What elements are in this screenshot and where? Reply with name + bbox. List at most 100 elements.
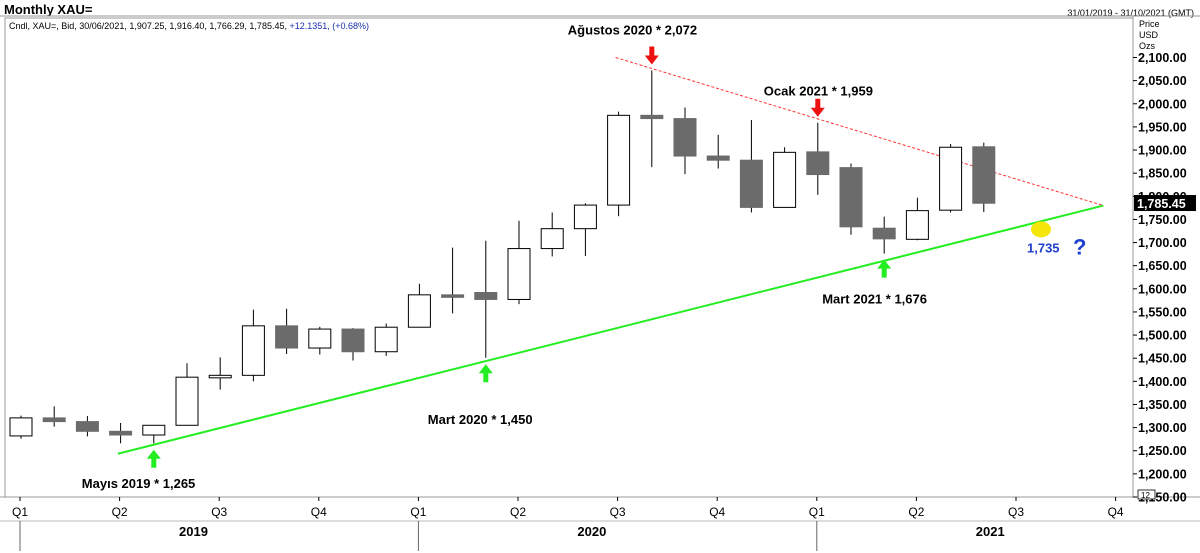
annotation: Mayıs 2019 * 1,265 — [82, 449, 195, 491]
x-tick-label: Q4 — [311, 505, 327, 519]
annotation-label: Ocak 2021 * 1,959 — [764, 84, 873, 99]
candle-body — [275, 325, 299, 349]
candle-body — [42, 417, 66, 423]
annotation-label: Mayıs 2019 * 1,265 — [82, 476, 195, 491]
year-label: 2020 — [577, 524, 606, 539]
candle-body — [142, 424, 166, 436]
candle-body — [507, 248, 531, 300]
candle — [739, 119, 763, 213]
plot-border — [4, 17, 1134, 498]
candle-body — [175, 376, 199, 426]
arrow-down-icon — [810, 98, 825, 117]
support-trendline — [117, 204, 1104, 455]
change-info: +12.1351, (+0.68%) — [289, 21, 370, 31]
candle — [905, 197, 929, 241]
axis-units: Price USD Ozs — [1139, 19, 1160, 52]
projection-label: 1,735 — [1027, 240, 1060, 255]
candle-body — [972, 146, 996, 204]
candle — [341, 328, 365, 361]
x-tick-label: Q4 — [1108, 505, 1124, 519]
candle-body — [706, 155, 730, 161]
candle — [441, 247, 465, 314]
candle — [474, 240, 498, 358]
candle — [773, 147, 797, 208]
y-tick-label: 1,300.00 — [1138, 421, 1187, 435]
year-label: 2019 — [179, 524, 208, 539]
candle-body — [474, 292, 498, 300]
chart-title: Monthly XAU= — [4, 2, 93, 17]
candle — [407, 283, 431, 328]
candle-body — [9, 417, 33, 437]
x-tick-label: Q3 — [610, 505, 626, 519]
candle — [374, 323, 398, 356]
candle — [607, 111, 631, 217]
candle — [706, 134, 730, 169]
unit-currency: USD — [1139, 30, 1159, 40]
last-price-label: 1,785.45 — [1137, 197, 1186, 211]
candle — [241, 309, 265, 382]
candle-body — [341, 328, 365, 353]
y-tick-label: 1,400.00 — [1138, 375, 1187, 389]
candle-body — [75, 421, 99, 432]
candle-body — [773, 151, 797, 208]
candle-body — [241, 325, 265, 376]
candle — [573, 203, 597, 256]
x-tick-label: Q2 — [510, 505, 526, 519]
x-tick-label: Q3 — [211, 505, 227, 519]
candle-body — [374, 326, 398, 353]
date-range: 31/01/2019 - 31/10/2021 (GMT) — [1067, 8, 1194, 18]
candle-body — [905, 210, 929, 240]
y-tick-label: 1,350.00 — [1138, 398, 1187, 412]
candle — [9, 415, 33, 439]
annotation: Mart 2021 * 1,676 — [822, 259, 927, 307]
x-tick-label: Q3 — [1008, 505, 1024, 519]
x-tick-label: Q4 — [709, 505, 725, 519]
candle-body — [739, 159, 763, 208]
scale-box — [1137, 489, 1156, 500]
y-tick-label: 1,850.00 — [1138, 167, 1187, 181]
ohlc-info: Cndl, XAU=, Bid, 30/06/2021, 1,907.25, 1… — [9, 21, 287, 31]
y-tick-label: 1,550.00 — [1138, 305, 1187, 319]
unit-weight: Ozs — [1139, 41, 1156, 51]
candle — [42, 406, 66, 427]
arrow-up-icon — [478, 364, 493, 383]
x-tick-label: Q2 — [908, 505, 924, 519]
chart-info-line: Cndl, XAU=, Bid, 30/06/2021, 1,907.25, 1… — [9, 21, 369, 31]
candle — [540, 212, 564, 257]
candle-body — [441, 294, 465, 298]
candle-body — [806, 151, 830, 176]
candle-body — [872, 227, 896, 240]
y-tick-label: 1,900.00 — [1138, 144, 1187, 158]
chart-frame — [0, 15, 1200, 522]
y-tick-label: 1,450.00 — [1138, 352, 1187, 366]
candle — [142, 424, 166, 444]
candle — [175, 363, 199, 426]
candle-body — [939, 146, 963, 211]
candle — [806, 122, 830, 195]
y-tick-label: 2,000.00 — [1138, 97, 1187, 111]
y-tick-label: 1,600.00 — [1138, 282, 1187, 296]
x-axis: Q1 Q2 Q3 Q4 Q1 Q2 Q3 Q4 Q1 Q2 Q3 Q4 2019 2020 2021 — [12, 497, 1124, 551]
arrow-up-icon — [877, 259, 892, 278]
x-tick-label: Q2 — [112, 505, 128, 519]
annotation-label: Ağustos 2020 * 2,072 — [568, 22, 697, 37]
y-tick-label: 1,500.00 — [1138, 329, 1187, 343]
unit-price: Price — [1139, 19, 1160, 29]
candle — [939, 144, 963, 213]
annotation-label: Mart 2020 * 1,450 — [428, 412, 533, 427]
candle-body — [208, 374, 232, 379]
candle-body — [607, 114, 631, 206]
candles — [9, 70, 996, 444]
candle-body — [308, 328, 332, 349]
y-tick-label: 1,650.00 — [1138, 259, 1187, 273]
y-tick-label: 2,100.00 — [1138, 51, 1187, 65]
year-label: 2021 — [976, 524, 1005, 539]
trend-lines — [117, 57, 1104, 455]
candle — [673, 107, 697, 175]
x-tick-label: Q1 — [809, 505, 825, 519]
candle — [972, 142, 996, 213]
candle — [308, 326, 332, 355]
candle-body — [640, 114, 664, 120]
arrow-up-icon — [146, 449, 161, 468]
x-tick-label: Q1 — [410, 505, 426, 519]
